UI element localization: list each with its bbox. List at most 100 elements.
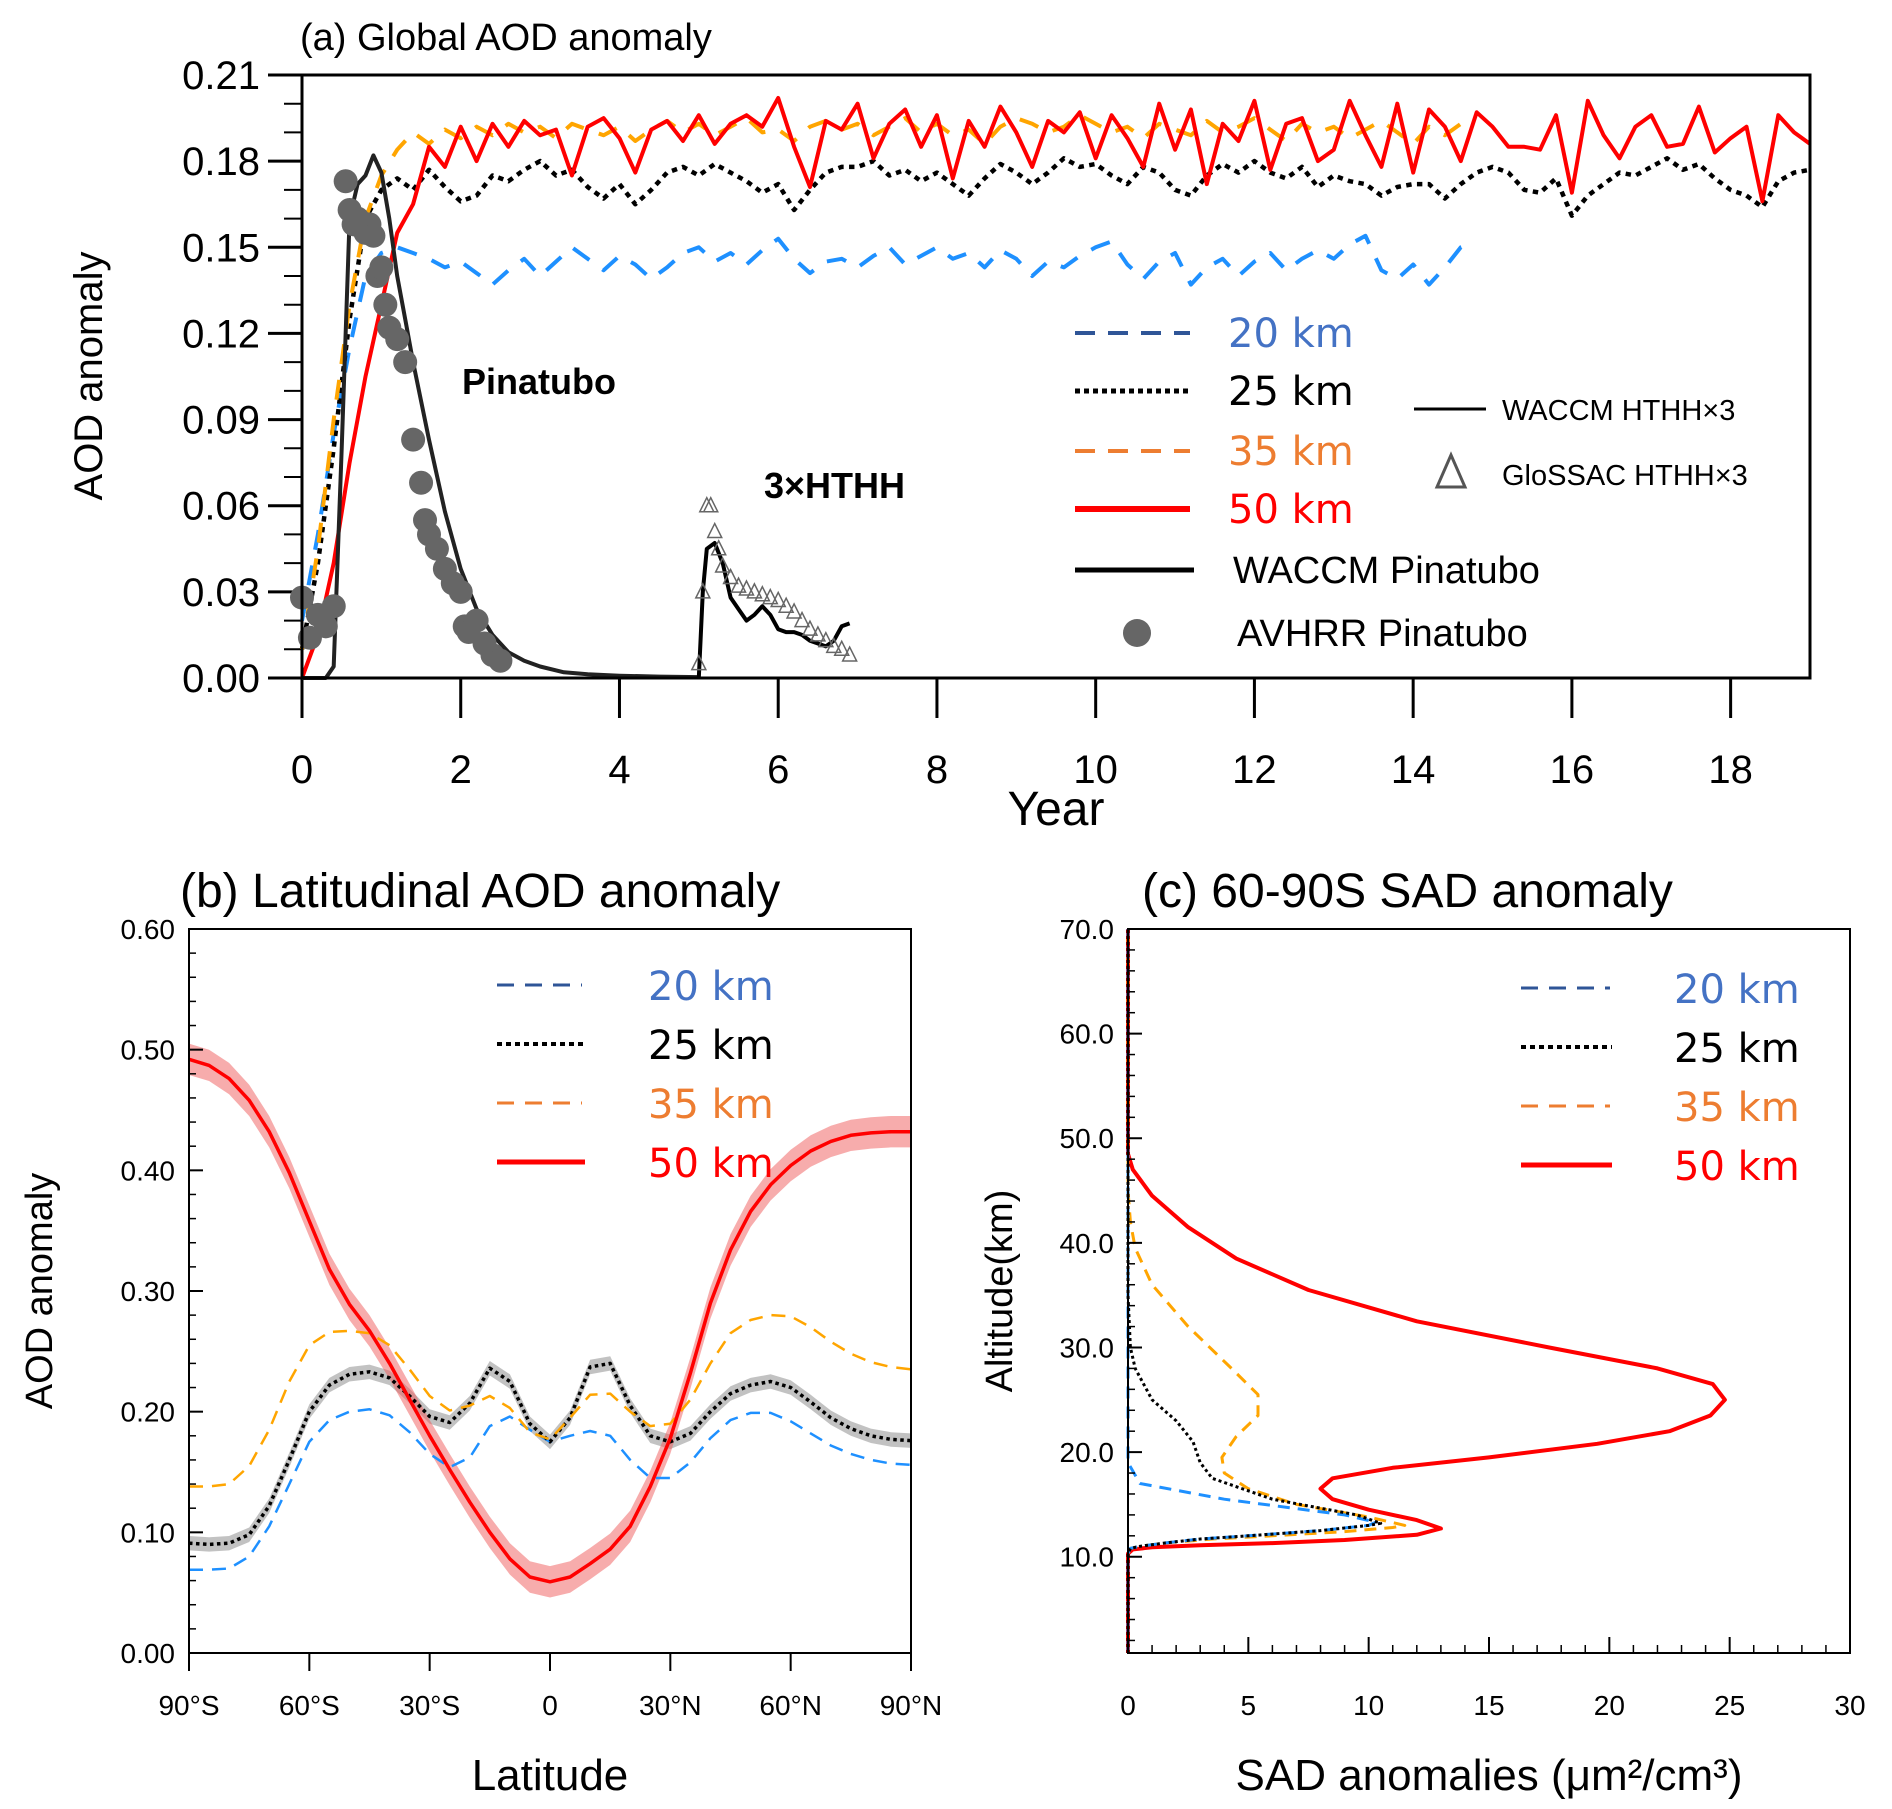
series-line-20-km bbox=[189, 1408, 912, 1571]
legend-item-35km: 35 km bbox=[1521, 1085, 1800, 1131]
panel-a-title: (a) Global AOD anomaly bbox=[300, 17, 712, 59]
series-line-50-km bbox=[300, 96, 1812, 679]
panel-b-legend: 20 km 25 km 35 km 50 km bbox=[497, 964, 774, 1187]
x-tick-label: 14 bbox=[1391, 748, 1436, 792]
point-glossac-hthh-3 bbox=[706, 521, 723, 539]
x-tick-label: 5 bbox=[1241, 1690, 1257, 1721]
y-tick-label: 0.60 bbox=[121, 914, 176, 945]
panel-b-frame bbox=[188, 928, 912, 1654]
series-line-waccm-hthh-3 bbox=[696, 541, 851, 679]
legend-item-25km: 25 km bbox=[1075, 369, 1354, 415]
y-tick-label: 60.0 bbox=[1060, 1019, 1115, 1050]
point-avhrr-pinatubo bbox=[321, 594, 346, 619]
legend-item-50km: 50 km bbox=[1075, 487, 1354, 533]
y-tick-label: 70.0 bbox=[1060, 914, 1115, 945]
panel-c-sad-anomaly: (c) 60-90S SAD anomaly Altitude(km) SAD … bbox=[979, 865, 1866, 1800]
x-tick-label: 0 bbox=[542, 1690, 558, 1721]
point-glossac-hthh-3 bbox=[785, 602, 803, 619]
legend-item-glossac-hthh: GloSSAC HTHH×3 bbox=[1434, 451, 1748, 492]
panel-a-xlabel: Year bbox=[1008, 783, 1105, 836]
x-tick-label: 30°S bbox=[399, 1690, 460, 1721]
point-glossac-hthh-3 bbox=[722, 567, 739, 585]
x-tick-label: 0 bbox=[1120, 1690, 1136, 1721]
point-glossac-hthh-3 bbox=[841, 645, 858, 662]
y-tick-label: 0.21 bbox=[182, 54, 260, 98]
x-tick-label: 90°S bbox=[158, 1690, 219, 1721]
legend-label-50km: 50 km bbox=[1228, 487, 1354, 533]
point-glossac-hthh-3 bbox=[817, 630, 835, 648]
legend-item-waccm-pinatubo: WACCM Pinatubo bbox=[1075, 550, 1540, 592]
legend-label-20km: 20 km bbox=[648, 964, 774, 1010]
legend-label-20km: 20 km bbox=[1674, 967, 1800, 1013]
x-tick-label: 10 bbox=[1353, 1690, 1384, 1721]
x-tick-label: 2 bbox=[450, 748, 472, 792]
point-glossac-hthh-3 bbox=[710, 539, 727, 556]
series-line-35-km bbox=[1126, 929, 1407, 1653]
point-avhrr-pinatubo bbox=[385, 327, 410, 352]
y-tick-label: 0.00 bbox=[121, 1638, 176, 1669]
y-tick-label: 0.03 bbox=[182, 571, 260, 615]
legend-label-35km: 35 km bbox=[1228, 429, 1354, 475]
point-glossac-hthh-3 bbox=[762, 587, 779, 605]
point-avhrr-pinatubo bbox=[401, 427, 426, 452]
y-tick-label: 30.0 bbox=[1060, 1332, 1115, 1363]
point-avhrr-pinatubo bbox=[373, 292, 398, 317]
panel-b-ticks: 0.00 0.10 0.20 0.30 0.40 0.50 0.60 90°S 60°S 30°S… bbox=[121, 914, 943, 1721]
point-avhrr-pinatubo bbox=[464, 608, 489, 633]
panel-a-global-aod: (a) Global AOD anomaly AOD anomaly Year … bbox=[67, 17, 1812, 836]
legend-label-25km: 25 km bbox=[648, 1023, 774, 1069]
point-avhrr-pinatubo bbox=[424, 536, 449, 561]
point-glossac-hthh-3 bbox=[754, 585, 771, 602]
panel-c-data bbox=[1126, 929, 1727, 1653]
series-line-25-km bbox=[299, 156, 1811, 650]
legend-item-35km: 35 km bbox=[497, 1082, 774, 1128]
x-tick-label: 8 bbox=[926, 748, 948, 792]
panel-a-legend: 20 km 25 km 35 km 50 km WACCM Pinatubo A… bbox=[1075, 311, 1748, 655]
x-tick-label: 30 bbox=[1834, 1690, 1865, 1721]
panel-a-data bbox=[290, 96, 1812, 680]
legend-item-avhrr-pinatubo: AVHRR Pinatubo bbox=[1123, 613, 1528, 655]
x-tick-label: 18 bbox=[1708, 748, 1753, 792]
legend-item-25km: 25 km bbox=[497, 1023, 774, 1069]
legend-label-50km: 50 km bbox=[1674, 1144, 1800, 1190]
series-line-20-km bbox=[300, 233, 1470, 621]
legend-label-glossac-hthh: GloSSAC HTHH×3 bbox=[1502, 460, 1748, 492]
point-glossac-hthh-3 bbox=[793, 610, 811, 628]
panel-a-ylabel: AOD anomaly bbox=[67, 252, 111, 501]
legend-item-50km: 50 km bbox=[1521, 1144, 1800, 1190]
legend-label-waccm-pinatubo: WACCM Pinatubo bbox=[1233, 550, 1540, 592]
point-avhrr-pinatubo bbox=[488, 648, 513, 673]
legend-item-20km: 20 km bbox=[1075, 311, 1354, 357]
legend-label-35km: 35 km bbox=[648, 1082, 774, 1128]
point-avhrr-pinatubo bbox=[369, 255, 394, 280]
panel-b-ylabel: AOD anomaly bbox=[19, 1173, 61, 1410]
point-avhrr-pinatubo bbox=[333, 169, 358, 194]
point-avhrr-pinatubo bbox=[448, 579, 473, 604]
legend-item-waccm-hthh: WACCM HTHH×3 bbox=[1414, 395, 1735, 427]
panel-c-legend: 20 km 25 km 35 km 50 km bbox=[1521, 967, 1800, 1190]
legend-item-50km: 50 km bbox=[497, 1141, 774, 1187]
point-avhrr-pinatubo bbox=[313, 614, 338, 639]
point-glossac-hthh-3 bbox=[730, 576, 747, 593]
legend-label-35km: 35 km bbox=[1674, 1085, 1800, 1131]
panel-b-title: (b) Latitudinal AOD anomaly bbox=[180, 865, 780, 918]
y-tick-label: 0.09 bbox=[182, 399, 260, 443]
uncertainty-band-25-km bbox=[189, 1356, 911, 1552]
point-glossac-hthh-3 bbox=[825, 636, 842, 654]
point-avhrr-pinatubo bbox=[409, 470, 434, 495]
point-glossac-hthh-3 bbox=[702, 496, 719, 513]
x-tick-label: 20 bbox=[1594, 1690, 1625, 1721]
point-glossac-hthh-3 bbox=[694, 582, 712, 599]
x-tick-label: 15 bbox=[1473, 1690, 1504, 1721]
x-tick-label: 25 bbox=[1714, 1690, 1745, 1721]
y-tick-label: 10.0 bbox=[1060, 1542, 1115, 1573]
legend-item-25km: 25 km bbox=[1521, 1026, 1800, 1072]
y-tick-label: 0.30 bbox=[121, 1276, 176, 1307]
point-avhrr-pinatubo bbox=[361, 223, 386, 248]
y-tick-label: 0.00 bbox=[182, 657, 260, 701]
annotation-pinatubo: Pinatubo bbox=[462, 361, 616, 402]
y-tick-label: 0.10 bbox=[121, 1517, 176, 1548]
point-glossac-hthh-3 bbox=[809, 625, 827, 642]
y-tick-label: 0.15 bbox=[182, 226, 260, 270]
